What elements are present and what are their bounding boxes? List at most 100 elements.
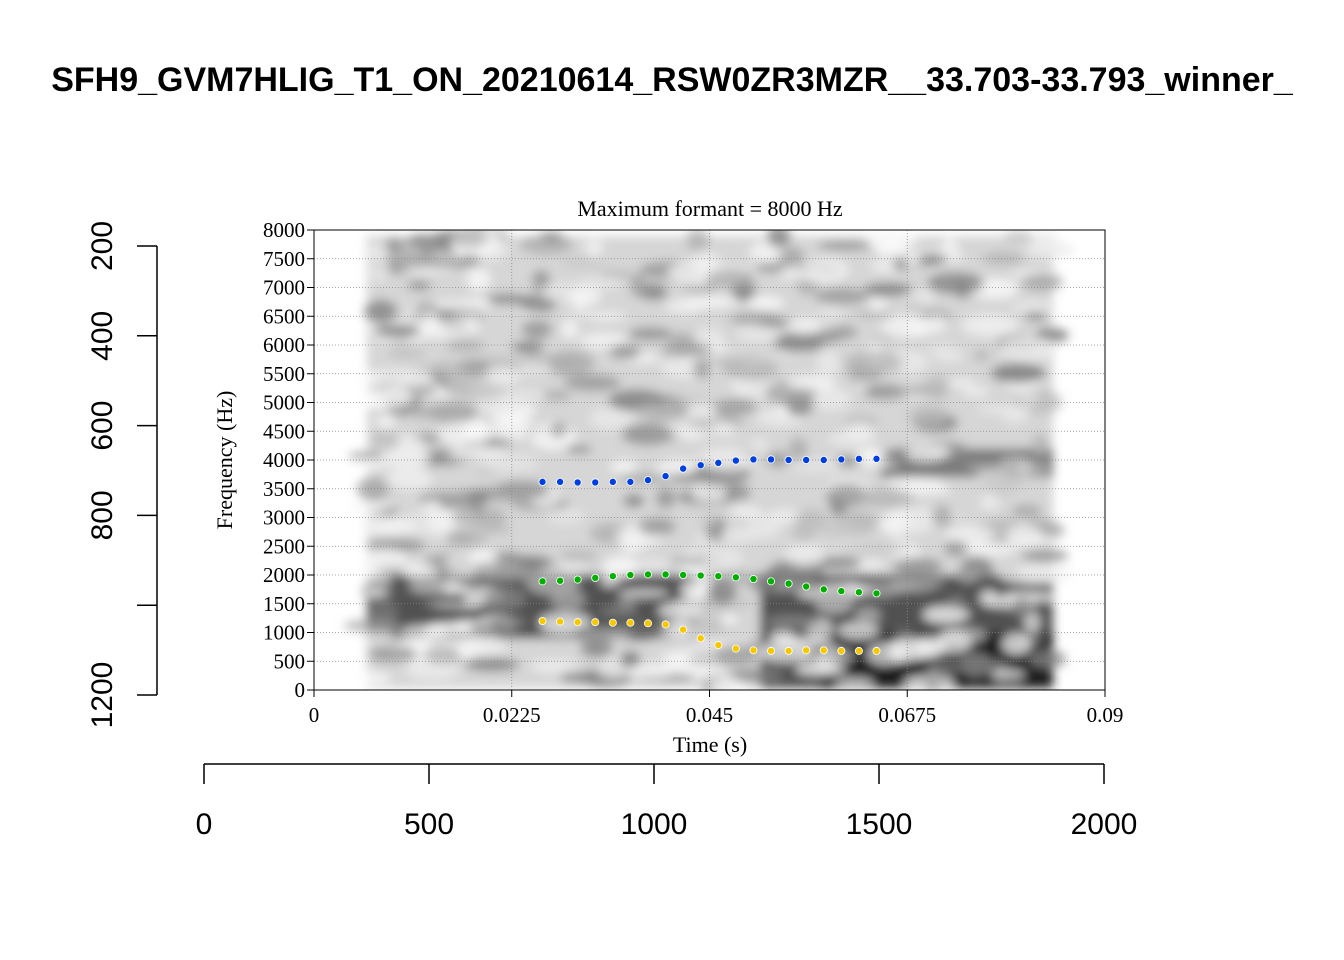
formant-point [608,477,617,486]
spectrogram-blob [853,544,910,554]
spectrogram-blob [765,615,820,629]
y-tick-label: 3500 [263,477,305,501]
formant-point [591,478,600,487]
formant-point [837,455,846,464]
spectrogram-blob [617,596,637,609]
spectrogram-blob [786,375,837,391]
spectrogram-blob [550,588,586,612]
spectrogram-blob [376,415,396,431]
spectrogram-blob [926,271,985,295]
spectrogram-blob [1010,535,1061,548]
outer-y-tick-label: 600 [86,401,119,451]
formant-point [837,646,846,655]
spectrogram-blob [943,541,968,557]
spectrogram-blob [464,658,520,672]
spectrogram-blob [818,303,844,321]
formant-point [556,576,565,585]
outer-x-tick-label: 500 [404,808,454,841]
spectrogram-blob [922,606,970,623]
spectrogram-blob [350,500,394,513]
spectrogram-blob [692,358,712,379]
spectrogram-blob [530,659,579,673]
spectrogram-blob [618,588,670,598]
spectrogram-blob [816,350,840,376]
formant-point [749,455,758,464]
outer-y-axis: 200 400 600 800 1200 [86,221,158,729]
y-tick-label: 500 [274,649,306,673]
formant-point [714,458,723,467]
spectrogram-blob [837,622,879,641]
spectrogram-blob [446,339,485,353]
spectrogram-blob [756,261,785,273]
spectrogram-blob [776,636,834,648]
spectrogram-blob [538,611,592,633]
spectrogram-blob [566,445,593,454]
spectrogram-blob [946,378,975,388]
formant-point [573,618,582,627]
formant-point [608,618,617,627]
spectrogram-blob [1000,335,1057,362]
x-tick-label: 0.0675 [878,703,936,727]
spectrogram-blob [343,619,401,632]
formant-point [731,644,740,653]
spectrogram-blob [584,237,604,260]
spectrogram-blob [700,517,718,528]
spectrogram-blob [711,677,747,690]
spectrogram-blob [623,494,645,508]
spectrogram-blob [958,651,992,678]
spectrogram-blob [561,318,578,339]
spectrogram-blob [825,484,868,508]
spectrogram-blob [778,247,805,267]
spectrogram-blob [425,599,467,610]
spectrogram-blob [746,296,785,310]
spectrogram-blob [721,613,738,628]
formant-point [626,477,635,486]
spectrogram-blob [362,587,388,598]
spectrogram-blob [360,516,416,536]
spectrogram-blob [406,405,439,420]
spectrogram-blob [409,575,441,594]
spectrogram-blob [707,339,727,351]
spectrogram-blob [911,576,946,590]
formant-point [538,577,547,586]
y-tick-label: 4500 [263,419,305,443]
spectrogram-blob [803,257,849,284]
spectrogram-blob [403,561,436,580]
spectrogram-blob [990,363,1046,384]
spectrogram-blob [961,540,1016,556]
spectrogram-blob [540,231,564,243]
outer-x-tick-label: 0 [196,808,213,841]
spectrogram-blob [384,237,404,253]
spectrogram-blob [582,627,632,641]
spectrogram-blob [545,507,586,525]
formant-point [872,646,881,655]
spectrogram-blob [729,668,784,683]
spectrogram-blob [627,662,676,679]
spectrogram-blob [908,405,950,428]
spectrogram-blob [686,230,710,252]
spectrogram-blob [1026,462,1050,476]
spectrogram-blob [903,287,936,304]
y-tick-label: 7000 [263,276,305,300]
y-tick-label: 1500 [263,592,305,616]
outer-y-tick-label: 1200 [86,662,119,729]
formant-point [696,461,705,470]
spectrogram-blob [452,505,507,529]
x-axis-title: Time (s) [673,732,747,757]
formant-point [696,571,705,580]
spectrogram-blob [465,488,492,503]
spectrogram-blob [347,672,392,685]
spectrogram-blob [1031,230,1059,251]
formant-point [661,620,670,629]
spectrogram-blob [455,298,489,308]
spectrogram-blob [635,558,670,571]
formant-point [854,454,863,463]
spectrogram-blob [364,299,398,324]
spectrogram-blob [356,477,389,502]
spectrogram-blob [979,493,1000,511]
formant-point [802,582,811,591]
spectrogram-blob [541,389,572,401]
spectrogram-blob [855,488,914,508]
spectrogram-blob [452,230,488,249]
